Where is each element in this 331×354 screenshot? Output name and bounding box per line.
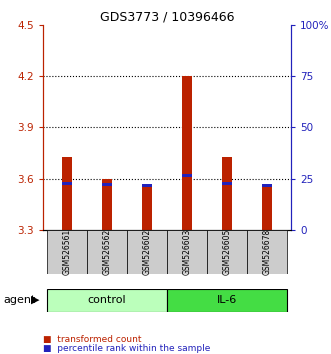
Text: GSM526605: GSM526605	[223, 229, 232, 275]
Text: GSM526602: GSM526602	[143, 229, 152, 275]
Bar	[182, 76, 192, 230]
Bar	[222, 156, 232, 230]
Bar	[142, 184, 152, 187]
Text: GSM526561: GSM526561	[63, 229, 71, 275]
Text: agent: agent	[3, 295, 36, 305]
Text: control: control	[88, 295, 126, 305]
Text: GSM526678: GSM526678	[263, 229, 272, 275]
Bar	[102, 179, 112, 230]
Bar	[222, 182, 232, 185]
Title: GDS3773 / 10396466: GDS3773 / 10396466	[100, 11, 234, 24]
Bar	[247, 230, 287, 274]
Text: ■  transformed count: ■ transformed count	[43, 335, 142, 344]
Bar	[62, 156, 72, 230]
Bar	[102, 183, 112, 187]
Text: IL-6: IL-6	[217, 295, 237, 305]
Text: ■  percentile rank within the sample: ■ percentile rank within the sample	[43, 344, 211, 353]
Text: ▶: ▶	[31, 295, 40, 305]
Bar	[167, 230, 207, 274]
Bar	[262, 187, 272, 230]
Text: GSM526562: GSM526562	[103, 229, 112, 275]
Bar	[47, 289, 167, 312]
Bar	[262, 184, 272, 187]
Bar	[207, 230, 247, 274]
Bar	[62, 182, 72, 185]
Bar	[127, 230, 167, 274]
Bar	[142, 187, 152, 230]
Bar	[182, 174, 192, 177]
Bar	[167, 289, 287, 312]
Bar	[47, 230, 87, 274]
Text: GSM526603: GSM526603	[183, 229, 192, 275]
Bar	[87, 230, 127, 274]
